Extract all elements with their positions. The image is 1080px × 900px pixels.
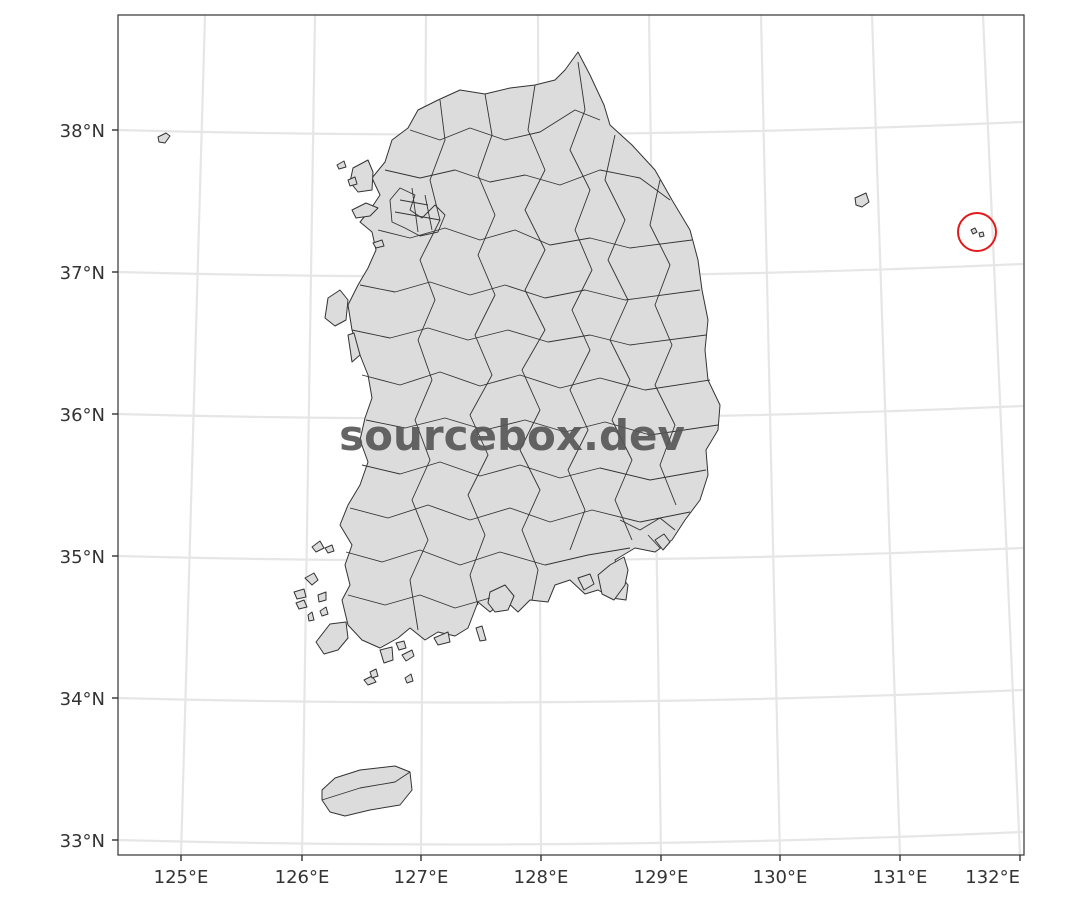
parallel-33N	[117, 830, 1024, 846]
district-boundary	[409, 109, 601, 141]
y-tick-label: 33°N	[60, 831, 105, 852]
yeongjong-island	[351, 202, 379, 219]
x-tick-label: 128°E	[514, 867, 569, 888]
watermark-text: sourcebox.dev	[339, 411, 685, 460]
x-tick-label: 126°E	[275, 867, 330, 888]
x-tick-label: 132°E	[965, 867, 1020, 888]
meridian-130E	[759, 14, 782, 856]
meridian-126E	[300, 14, 317, 856]
district-boundary	[619, 517, 676, 549]
sinan-island-1	[304, 572, 319, 586]
district-boundary	[567, 61, 593, 551]
district-boundary	[361, 461, 707, 481]
district-boundary	[377, 227, 693, 249]
district-boundary	[649, 179, 677, 506]
goheung-islet	[475, 625, 487, 642]
ulleungdo-island	[854, 192, 870, 208]
dokdo-islet-east	[978, 231, 985, 238]
x-axis: 125°E 126°E 127°E 128°E 129°E 130°E 131°…	[154, 855, 1021, 888]
chuja-island-2	[369, 668, 379, 679]
district-boundary	[365, 417, 719, 436]
district-boundary	[467, 93, 496, 606]
district-boundary	[349, 504, 691, 523]
gunsan-islets	[311, 540, 325, 553]
baengnyeong-island	[157, 132, 171, 144]
ganghwa-island	[349, 159, 374, 193]
sinan-island-3	[295, 599, 308, 610]
dokdo-highlight-circle	[957, 212, 997, 252]
district-boundary	[604, 134, 633, 541]
busan-islets	[654, 533, 671, 551]
bogildo-island	[401, 649, 415, 662]
y-axis: 38°N 37°N 36°N 35°N 34°N 33°N	[60, 121, 118, 852]
meridian-125E	[179, 14, 207, 856]
namhae-island	[487, 584, 515, 613]
x-tick-label: 127°E	[394, 867, 449, 888]
district-boundary	[394, 187, 441, 233]
x-tick-label: 131°E	[873, 867, 928, 888]
y-tick-label: 34°N	[60, 689, 105, 710]
meridian-131E	[870, 14, 902, 856]
meridian-132E	[981, 14, 1022, 856]
taean-coast	[324, 289, 349, 327]
heuksando-island	[319, 606, 329, 617]
sinan-island-2	[293, 588, 307, 600]
district-boundary	[359, 281, 701, 301]
tongyeong-islets	[577, 573, 595, 591]
yeosu-islet	[404, 673, 414, 684]
district-boundary	[361, 371, 711, 391]
district-boundaries	[321, 61, 719, 801]
x-tick-label: 129°E	[634, 867, 689, 888]
district-boundary	[519, 84, 546, 601]
district-boundary	[345, 547, 631, 566]
y-tick-label: 38°N	[60, 121, 105, 142]
parallel-34N	[117, 688, 1024, 704]
soan-island	[395, 640, 407, 651]
sinan-island-4	[317, 591, 327, 603]
buan-islet	[324, 544, 335, 554]
geoje-island	[597, 556, 629, 601]
yeonpyeong-island	[336, 160, 347, 170]
y-tick-label: 36°N	[60, 405, 105, 426]
plot-panel-border	[117, 14, 1025, 856]
jindo-island	[315, 621, 349, 655]
district-boundary	[351, 327, 707, 346]
x-tick-label: 130°E	[753, 867, 808, 888]
deokjeok-islet	[372, 239, 385, 249]
gyodong-islet	[347, 176, 358, 187]
geomundo-island	[433, 631, 451, 646]
dokdo-islet-west	[970, 227, 978, 235]
gageodo-island	[307, 611, 315, 622]
chuja-island-1	[363, 675, 377, 686]
district-boundary	[321, 771, 411, 801]
anmyeon-island	[347, 332, 361, 363]
district-boundary	[409, 99, 446, 631]
wando-island	[379, 646, 394, 664]
x-tick-label: 125°E	[154, 867, 209, 888]
y-tick-label: 35°N	[60, 547, 105, 568]
y-tick-label: 37°N	[60, 263, 105, 284]
graticule	[117, 14, 1024, 856]
jeju-island	[321, 765, 413, 817]
district-boundary	[347, 594, 491, 609]
